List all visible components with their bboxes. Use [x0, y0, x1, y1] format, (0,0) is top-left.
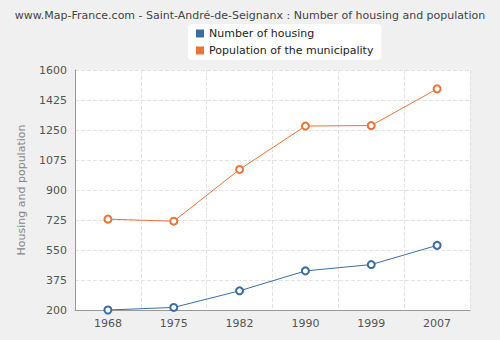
svg-text:1975: 1975 — [160, 317, 188, 330]
svg-text:www.Map-France.com - Saint-And: www.Map-France.com - Saint-André-de-Seig… — [15, 9, 485, 22]
svg-text:900: 900 — [46, 184, 67, 197]
svg-text:1982: 1982 — [226, 317, 254, 330]
svg-text:1600: 1600 — [39, 64, 67, 77]
svg-text:550: 550 — [46, 244, 67, 257]
svg-text:725: 725 — [46, 214, 67, 227]
svg-text:375: 375 — [46, 274, 67, 287]
svg-text:1999: 1999 — [357, 317, 385, 330]
svg-text:Housing and population: Housing and population — [15, 125, 28, 256]
svg-text:1075: 1075 — [39, 154, 67, 167]
svg-text:1990: 1990 — [291, 317, 319, 330]
svg-text:1968: 1968 — [94, 317, 122, 330]
svg-text:Population of the municipality: Population of the municipality — [209, 44, 374, 57]
svg-text:1425: 1425 — [39, 94, 67, 107]
svg-text:2007: 2007 — [423, 317, 451, 330]
svg-text:1250: 1250 — [39, 124, 67, 137]
svg-text:Number of housing: Number of housing — [209, 27, 314, 40]
svg-text:200: 200 — [46, 304, 67, 317]
